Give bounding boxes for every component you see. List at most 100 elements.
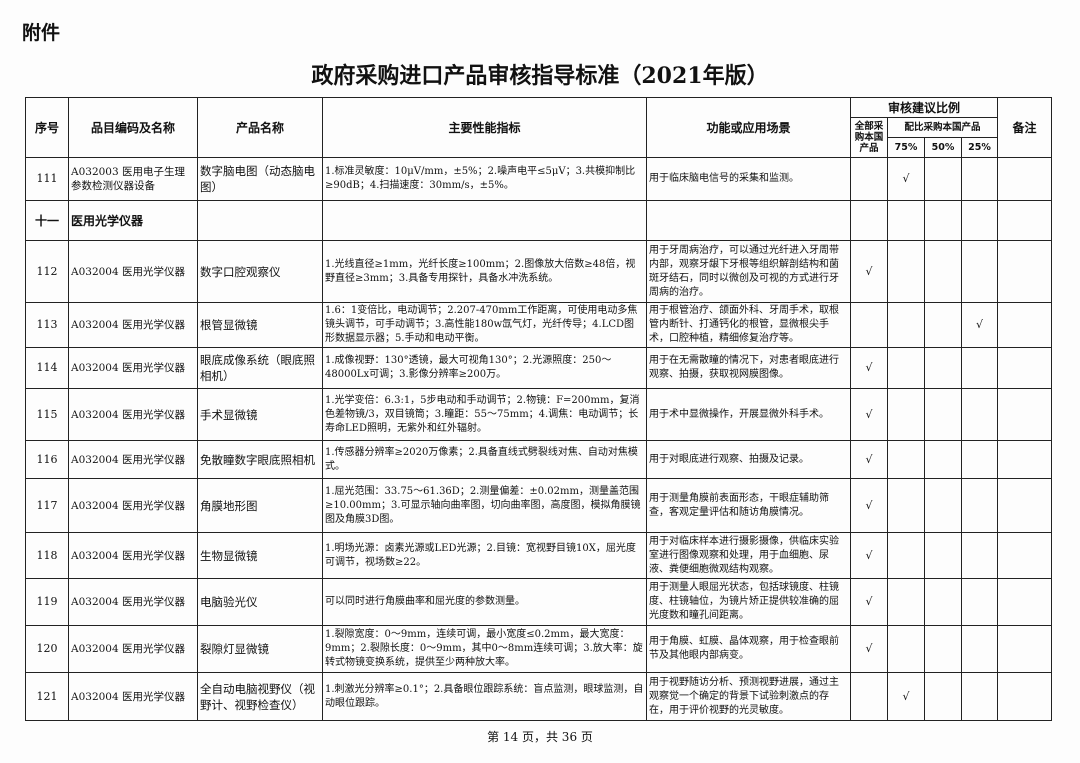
- cell-50: [924, 672, 962, 721]
- section-name: 医用光学仪器: [68, 200, 198, 241]
- cell-code: A032003 医用电子生理参数检测仪器设备: [68, 157, 198, 201]
- cell-all: [850, 157, 888, 201]
- table-row: 121 A032004 医用光学仪器 全自动电脑视野仪（视野计、视野检查仪） 1.刺激…: [25, 672, 1053, 721]
- cell-25: [960, 440, 999, 479]
- header-code: 品目编码及名称: [68, 97, 198, 158]
- cell-75: [887, 388, 925, 441]
- cell-50: [924, 532, 962, 579]
- cell-code: A032004 医用光学仪器: [68, 440, 198, 479]
- cell-seq: 112: [25, 240, 69, 303]
- page-number: 第 14 页，共 36 页: [487, 730, 593, 744]
- header-function: 功能或应用场景: [646, 97, 851, 158]
- cell-25: [960, 578, 999, 626]
- header-50: 50%: [924, 137, 962, 158]
- cell-all: √: [850, 625, 888, 673]
- cell-code: A032004 医用光学仪器: [68, 347, 198, 389]
- cell-function: 用于对眼底进行观察、拍摄及记录。: [646, 440, 851, 479]
- cell-remarks: [997, 347, 1053, 389]
- section-number: 十一: [25, 200, 69, 241]
- cell-seq: 113: [25, 302, 69, 348]
- cell-25: [960, 240, 999, 303]
- cell-remarks: [997, 672, 1053, 721]
- cell-seq: 111: [25, 157, 69, 201]
- cell-code: A032004 医用光学仪器: [68, 578, 198, 626]
- cell-product: 手术显微镜: [197, 388, 323, 441]
- cell-spec: 1.光线直径≥1mm，光纤长度≥100mm；2.图像放大倍数≥48倍，视野直径≥…: [322, 240, 647, 303]
- header-all-domestic: 全部采购本国产品: [850, 117, 888, 158]
- header-spec: 主要性能指标: [322, 97, 647, 158]
- cell-code: A032004 医用光学仪器: [68, 478, 198, 533]
- cell-product: 生物显微镜: [197, 532, 323, 579]
- cell-function: 用于在无需散瞳的情况下，对患者眼底进行观察、拍摄，获取视网膜图像。: [646, 347, 851, 389]
- cell-25: [960, 347, 999, 389]
- cell-spec: 1.刺激光分辨率≥0.1°；2.具备眼位跟踪系统：盲点监测，眼球监测，自动眼位跟…: [322, 672, 647, 721]
- cell-spec: 1.传感器分辨率≥2020万像素；2.具备直线式劈裂线对焦、自动对焦模式。: [322, 440, 647, 479]
- table-row: 115 A032004 医用光学仪器 手术显微镜 1.光学变倍：6.3:1，5步电动和…: [25, 388, 1053, 441]
- cell-product: 免散瞳数字眼底照相机: [197, 440, 323, 479]
- header-remarks: 备注: [997, 97, 1053, 158]
- table-row: 119 A032004 医用光学仪器 电脑验光仪 可以同时进行角膜曲率和屈光度的参数测…: [25, 578, 1053, 626]
- cell-seq: 115: [25, 388, 69, 441]
- cell-25: [960, 532, 999, 579]
- cell-75: [887, 440, 925, 479]
- cell-75: [887, 578, 925, 626]
- table-row: 116 A032004 医用光学仪器 免散瞳数字眼底照相机 1.传感器分辨率≥2020…: [25, 440, 1053, 479]
- cell-spec: 1.屈光范围：33.75～61.36D；2.测量偏差：±0.02mm，测量盖范围…: [322, 478, 647, 533]
- cell-function: 用于角膜、虹膜、晶体观察，用于检查眼前节及其他眼内部病变。: [646, 625, 851, 673]
- cell-25: [960, 625, 999, 673]
- cell-spec: 1.裂隙宽度：0～9mm，连续可调，最小宽度≤0.2mm，最大宽度：9mm；2.…: [322, 625, 647, 673]
- table-row: 111 A032003 医用电子生理参数检测仪器设备 数字脑电图（动态脑电图） …: [25, 157, 1053, 201]
- cell-50: [924, 347, 962, 389]
- cell-product: 电脑验光仪: [197, 578, 323, 626]
- attachment-label: 附件: [22, 22, 61, 44]
- cell-function: 用于测量人眼屈光状态，包括球镜度、柱镜度、柱镜轴位，为镜片矫正提供较准确的屈光度…: [646, 578, 851, 626]
- cell-remarks: [997, 478, 1053, 533]
- header-75: 75%: [887, 137, 925, 158]
- cell-code: A032004 医用光学仪器: [68, 625, 198, 673]
- cell-50: [924, 302, 962, 348]
- header-product: 产品名称: [197, 97, 323, 158]
- cell-remarks: [997, 625, 1053, 673]
- cell-function: 用于术中显微操作，开展显微外科手术。: [646, 388, 851, 441]
- document-title: 政府采购进口产品审核指导标准（2021年版）: [311, 63, 769, 89]
- cell-function: 用于临床脑电信号的采集和监测。: [646, 157, 851, 201]
- cell-code: A032004 医用光学仪器: [68, 240, 198, 303]
- cell-product: 数字口腔观察仪: [197, 240, 323, 303]
- cell-all: √: [850, 532, 888, 579]
- cell-spec: 1.明场光源：卤素光源或LED光源；2.目镜：宽视野目镜10X，屈光度可调节，视…: [322, 532, 647, 579]
- header-25: 25%: [960, 137, 999, 158]
- table-row: 117 A032004 医用光学仪器 角膜地形图 1.屈光范围：33.75～61.36…: [25, 478, 1053, 533]
- cell-75: [887, 302, 925, 348]
- cell-spec: 1.成像视野：130°透镜，最大可视角130°；2.光源照度：250～48000…: [322, 347, 647, 389]
- standards-table: 序号 品目编码及名称 产品名称 主要性能指标 功能或应用场景 审核建议比例 备注…: [25, 97, 1053, 721]
- cell-spec: 1.6：1变倍比，电动调节；2.207-470mm工作距离，可使用电动多焦镜头调…: [322, 302, 647, 348]
- cell-remarks: [997, 157, 1053, 201]
- cell-75: [887, 240, 925, 303]
- cell-seq: 121: [25, 672, 69, 721]
- cell-product: 全自动电脑视野仪（视野计、视野检查仪）: [197, 672, 323, 721]
- cell-code: A032004 医用光学仪器: [68, 388, 198, 441]
- cell-remarks: [997, 302, 1053, 348]
- cell-75: [887, 625, 925, 673]
- table-row: 118 A032004 医用光学仪器 生物显微镜 1.明场光源：卤素光源或LED光源；…: [25, 532, 1053, 579]
- cell-seq: 118: [25, 532, 69, 579]
- table-row: 112 A032004 医用光学仪器 数字口腔观察仪 1.光线直径≥1mm，光纤长度≥…: [25, 240, 1053, 303]
- cell-remarks: [997, 578, 1053, 626]
- cell-25: [960, 388, 999, 441]
- cell-product: 角膜地形图: [197, 478, 323, 533]
- cell-all: √: [850, 240, 888, 303]
- cell-remarks: [997, 440, 1053, 479]
- cell-25: [960, 478, 999, 533]
- cell-seq: 119: [25, 578, 69, 626]
- cell-seq: 114: [25, 347, 69, 389]
- cell-remarks: [997, 240, 1053, 303]
- table-row: 120 A032004 医用光学仪器 裂隙灯显微镜 1.裂隙宽度：0～9mm，连续可调…: [25, 625, 1053, 673]
- cell-50: [924, 578, 962, 626]
- cell-75: [887, 347, 925, 389]
- cell-all: √: [850, 578, 888, 626]
- cell-seq: 117: [25, 478, 69, 533]
- cell-all: √: [850, 388, 888, 441]
- cell-product: 裂隙灯显微镜: [197, 625, 323, 673]
- cell-50: [924, 157, 962, 201]
